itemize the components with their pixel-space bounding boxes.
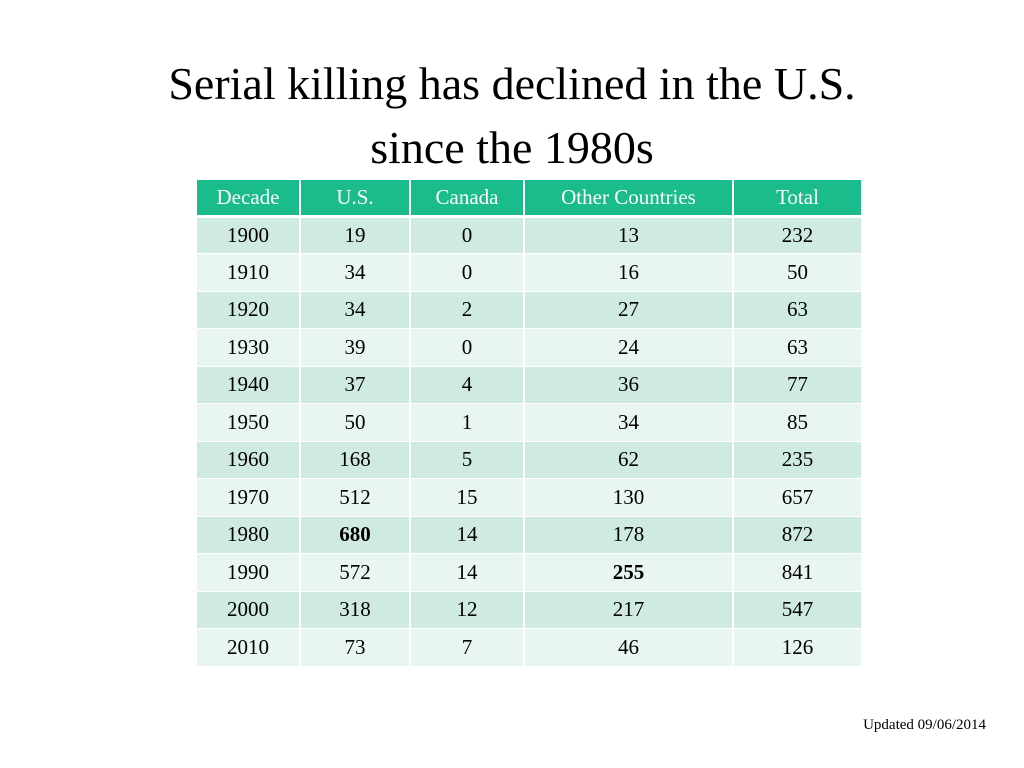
cell-other-countries: 36 xyxy=(524,366,734,404)
slide-title-line-1: Serial killing has declined in the U.S. xyxy=(168,58,856,109)
cell-us: 50 xyxy=(300,403,411,442)
slide-title: Serial killing has declined in the U.S. … xyxy=(0,52,1024,180)
cell-decade: 1980 xyxy=(197,516,301,554)
cell-other-countries: 27 xyxy=(524,291,734,329)
cell-us: 37 xyxy=(300,366,411,404)
cell-total: 77 xyxy=(733,366,861,404)
cell-canada: 7 xyxy=(410,628,525,667)
cell-us: 168 xyxy=(300,441,411,479)
table-row: 1980 680 14 178 872 xyxy=(197,516,861,554)
table-row: 1910 34 0 16 50 xyxy=(197,253,861,292)
cell-other-countries: 130 xyxy=(524,478,734,517)
cell-decade: 2010 xyxy=(197,628,301,667)
header-decade: Decade xyxy=(197,180,301,218)
table-row: 1940 37 4 36 77 xyxy=(197,366,861,404)
cell-us: 318 xyxy=(300,591,411,629)
cell-total: 841 xyxy=(733,553,861,592)
cell-other-countries: 16 xyxy=(524,253,734,292)
updated-date-note: Updated 09/06/2014 xyxy=(863,717,986,733)
slide-title-line-2: since the 1980s xyxy=(370,122,654,173)
table-row: 1930 39 0 24 63 xyxy=(197,328,861,367)
cell-canada: 0 xyxy=(410,328,525,367)
cell-canada: 14 xyxy=(410,516,525,554)
cell-decade: 1940 xyxy=(197,366,301,404)
cell-decade: 1960 xyxy=(197,441,301,479)
table-row: 1900 19 0 13 232 xyxy=(197,216,861,254)
cell-other-countries: 62 xyxy=(524,441,734,479)
cell-total: 235 xyxy=(733,441,861,479)
cell-other-countries: 178 xyxy=(524,516,734,554)
header-total: Total xyxy=(733,180,861,218)
cell-decade: 1920 xyxy=(197,291,301,329)
cell-canada: 4 xyxy=(410,366,525,404)
cell-us: 39 xyxy=(300,328,411,367)
cell-total: 85 xyxy=(733,403,861,442)
table-row: 1970 512 15 130 657 xyxy=(197,478,861,517)
cell-us: 34 xyxy=(300,291,411,329)
cell-us: 680 xyxy=(300,516,411,554)
cell-us: 73 xyxy=(300,628,411,667)
table-body: 1900 19 0 13 232 1910 34 0 16 50 1920 34 2 27 63 1930 39… xyxy=(197,216,861,667)
cell-other-countries: 255 xyxy=(524,553,734,592)
cell-decade: 1970 xyxy=(197,478,301,517)
table-row: 1920 34 2 27 63 xyxy=(197,291,861,329)
serial-killers-by-decade-table: Decade U.S. Canada Other Countries Total… xyxy=(197,180,861,667)
header-canada: Canada xyxy=(410,180,525,218)
cell-total: 63 xyxy=(733,291,861,329)
cell-us: 34 xyxy=(300,253,411,292)
cell-canada: 5 xyxy=(410,441,525,479)
cell-canada: 12 xyxy=(410,591,525,629)
table-row: 1990 572 14 255 841 xyxy=(197,553,861,592)
cell-other-countries: 13 xyxy=(524,216,734,254)
cell-canada: 0 xyxy=(410,253,525,292)
header-other-countries: Other Countries xyxy=(524,180,734,218)
table-row: 1960 168 5 62 235 xyxy=(197,441,861,479)
cell-other-countries: 24 xyxy=(524,328,734,367)
cell-total: 657 xyxy=(733,478,861,517)
cell-canada: 15 xyxy=(410,478,525,517)
cell-total: 232 xyxy=(733,216,861,254)
cell-canada: 2 xyxy=(410,291,525,329)
cell-other-countries: 217 xyxy=(524,591,734,629)
cell-other-countries: 46 xyxy=(524,628,734,667)
cell-total: 547 xyxy=(733,591,861,629)
cell-other-countries: 34 xyxy=(524,403,734,442)
header-us: U.S. xyxy=(300,180,411,218)
cell-canada: 0 xyxy=(410,216,525,254)
cell-canada: 1 xyxy=(410,403,525,442)
cell-decade: 1900 xyxy=(197,216,301,254)
cell-us: 572 xyxy=(300,553,411,592)
table-row: 2000 318 12 217 547 xyxy=(197,591,861,629)
cell-decade: 2000 xyxy=(197,591,301,629)
cell-decade: 1990 xyxy=(197,553,301,592)
cell-total: 50 xyxy=(733,253,861,292)
cell-total: 63 xyxy=(733,328,861,367)
cell-total: 872 xyxy=(733,516,861,554)
table-header-row: Decade U.S. Canada Other Countries Total xyxy=(197,180,861,218)
cell-decade: 1950 xyxy=(197,403,301,442)
cell-us: 19 xyxy=(300,216,411,254)
cell-us: 512 xyxy=(300,478,411,517)
table-row: 2010 73 7 46 126 xyxy=(197,628,861,667)
cell-canada: 14 xyxy=(410,553,525,592)
cell-total: 126 xyxy=(733,628,861,667)
table-row: 1950 50 1 34 85 xyxy=(197,403,861,442)
cell-decade: 1930 xyxy=(197,328,301,367)
cell-decade: 1910 xyxy=(197,253,301,292)
